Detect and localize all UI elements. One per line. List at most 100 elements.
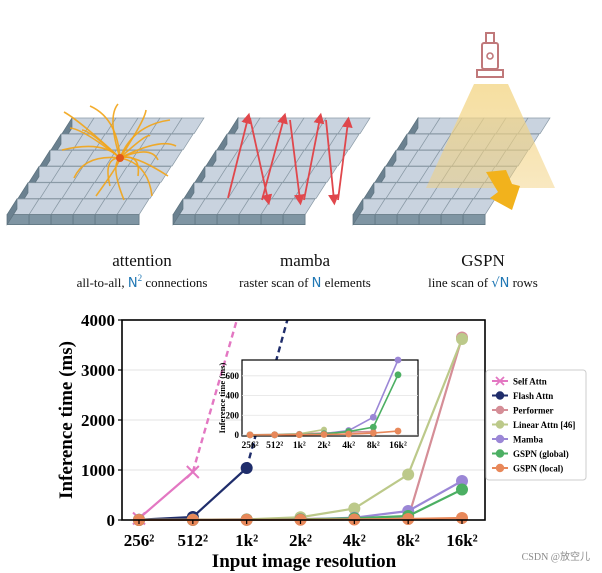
main-y-tick-label: 3000 [81,361,115,380]
legend-label-gspn_local: GSPN (local) [513,464,563,474]
attention-subtitle: all-to-all, N2 connections [77,273,208,291]
series-extrapolation-flash_attn [245,319,289,469]
inset-x-tick-label: 1k² [293,441,306,451]
inset-chart-ticks: 0 200 400 600 256² 512² 1k² 2k² 4k² 8k² 16k² [226,371,407,451]
attention-arc [119,109,147,159]
inset-x-tick-label: 256² [241,441,258,451]
attention-arc [119,157,153,197]
inset-chart-series [246,356,402,439]
legend-marker-flash_attn [495,391,505,400]
inset-point-gspn_global [369,423,377,431]
inset-point-mamba [394,356,402,364]
main-x-axis-label: Input image resolution [212,551,397,572]
grid-tile-side [440,214,464,225]
legend-marker-gspn_global [495,449,505,458]
mamba-scan-arrow [303,112,325,201]
grid-tile-side [116,214,140,225]
attention-token-grid [6,116,205,226]
attention-arc [119,151,159,161]
gspn-subtitle: line scan of √N rows [428,275,538,291]
inset-point-gspn_local [394,427,402,435]
grid-tile-side [418,214,442,225]
inset-point-gspn_local [295,431,303,439]
main-x-tick-label: 8k² [397,531,420,550]
legend-marker-mamba [495,434,505,444]
grid-tile-top [171,117,205,134]
grid-tile-side [260,214,284,225]
legend-label-performer: Performer [513,406,553,416]
grid-tile-top [315,150,349,167]
gspn-title: GSPN [461,251,504,270]
legend-label-mamba: Mamba [513,435,543,445]
legend-marker-performer [495,405,505,415]
main-x-tick-label: 1k² [235,531,258,550]
mamba-scan-arrow [337,116,353,201]
series-extrapolation-self_attn [191,319,238,473]
inset-x-tick-label: 16k² [389,441,407,451]
grid-tile-top [326,133,360,151]
inset-x-tick-label: 2k² [318,441,331,451]
grid-tile-side [28,214,52,225]
inset-point-mamba [369,413,377,421]
attention-connections [61,103,177,201]
attention-arc [119,134,151,159]
inset-y-tick-label: 400 [226,391,240,401]
grid-tile-side [194,214,218,225]
grid-tile-side [50,214,74,225]
mamba-raster-scan-arrows [227,112,353,206]
attention-arc [119,119,171,159]
attention-title: attention [112,251,172,270]
data-point-linear_attn [456,333,468,345]
inset-point-gspn_global [394,371,402,379]
grid-tile-side [374,214,398,225]
attention-query-token [116,154,124,162]
legend-marker-gspn_local [495,463,505,473]
legend-marker-linear_attn [495,420,505,429]
data-point-gspn_global [456,483,468,496]
legend-label-flash_attn: Flash Attn [513,391,553,401]
attention-arc [73,156,121,179]
inset-x-tick-label: 4k² [342,441,355,451]
inset-point-gspn_local [271,431,279,439]
chart-legend: Self Attn Flash Attn Performer Linear Attn … [485,369,587,481]
inset-x-tick-label: 8k² [367,441,380,451]
main-y-axis-label: Inference time (ms) [56,341,77,499]
grid-tile-top [149,150,183,167]
gspn-light-cone [426,84,555,188]
legend-marker-self_attn [495,376,505,386]
main-x-tick-label: 2k² [289,531,312,550]
legend-box [485,369,587,481]
inset-x-tick-label: 512² [266,441,283,451]
grid-tile-side [396,214,420,225]
main-y-tick-label: 1000 [81,461,115,480]
mamba-subtitle: raster scan of N elements [239,275,371,291]
main-x-tick-label: 16k² [446,531,478,550]
inset-y-tick-label: 0 [235,430,240,440]
inset-y-tick-label: 200 [226,410,240,420]
legend-label-gspn_global: GSPN (global) [513,449,569,459]
grid-tile-side [72,214,96,225]
gspn-line-scan-arrow [486,170,520,210]
main-x-tick-label: 512² [178,531,209,550]
grid-tile-side [216,214,240,225]
grid-tile-side [238,214,262,225]
data-point-linear_attn [348,502,361,515]
gspn-lamp-icon [476,32,504,78]
mamba-scan-arrow [325,119,339,206]
grid-tile-side [6,197,18,226]
series-line-self_attn [138,471,194,520]
inset-point-gspn_local [246,431,254,439]
grid-tile-side [352,197,364,226]
inset-y-axis-label: Inference time (ms) [217,363,227,434]
attention-arc [89,105,121,159]
main-y-tick-label: 4000 [81,311,115,330]
attention-arc [112,103,121,159]
main-y-tick-label: 2000 [81,411,115,430]
mamba-title: mamba [280,251,330,270]
grid-tile-side [462,214,486,225]
mamba-scan-arrow [261,112,288,201]
data-point-flash_attn [240,462,253,474]
main-y-tick-label: 0 [107,511,116,530]
